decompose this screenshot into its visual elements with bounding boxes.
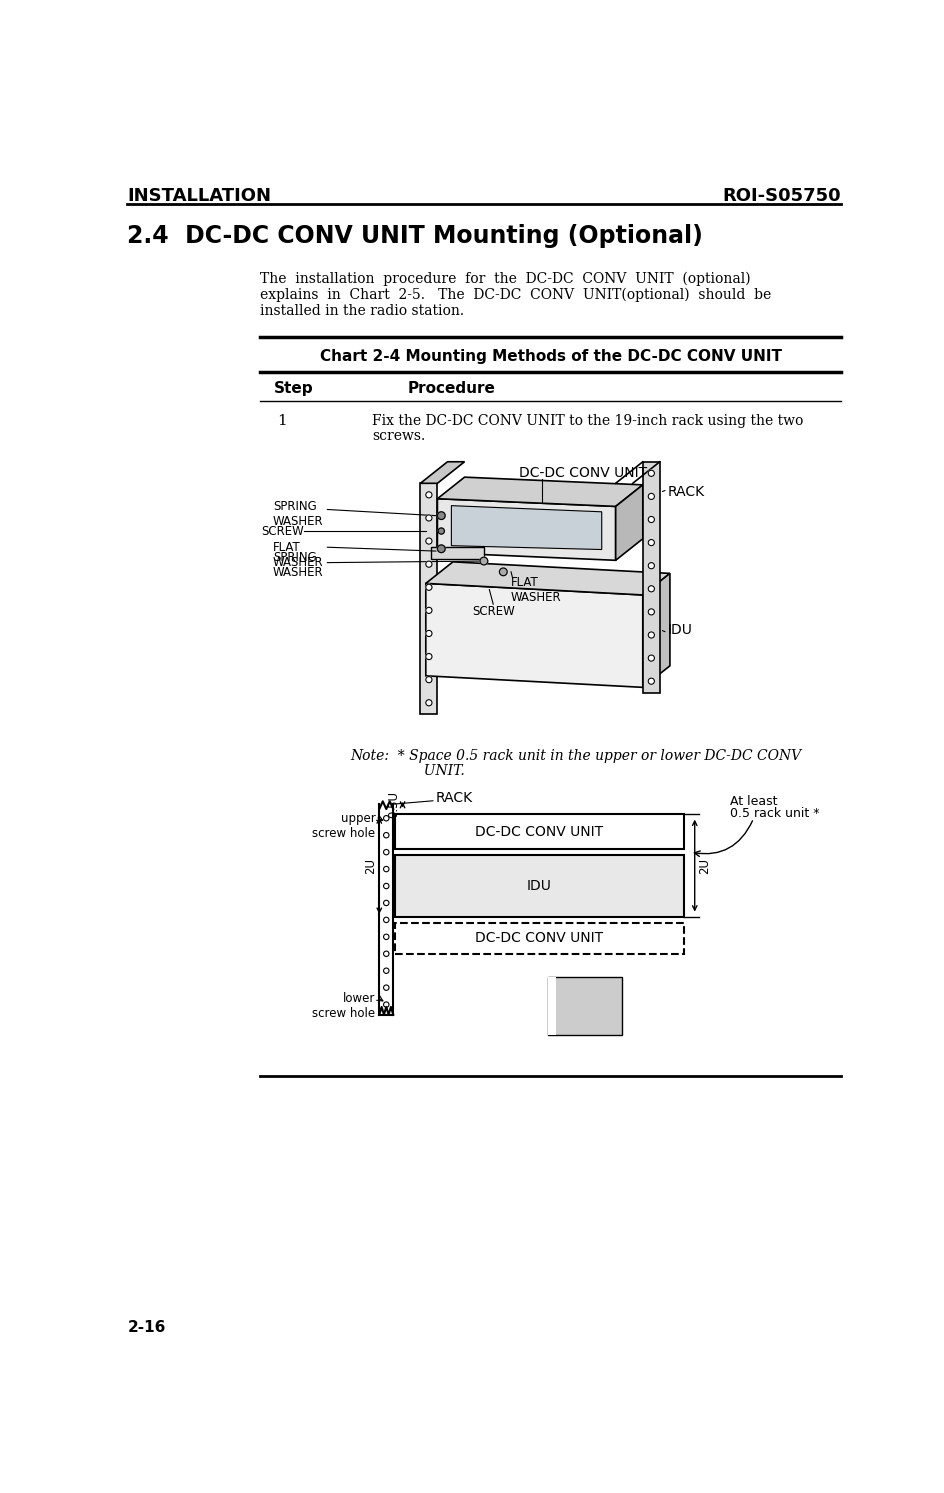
Text: The  installation  procedure  for  the  DC-DC  CONV  UNIT  (optional): The installation procedure for the DC-DC… — [260, 272, 750, 287]
Circle shape — [426, 584, 431, 590]
Text: RACK: RACK — [435, 791, 473, 805]
Polygon shape — [642, 461, 659, 693]
Polygon shape — [420, 461, 464, 484]
Circle shape — [437, 545, 445, 552]
Circle shape — [648, 678, 654, 684]
Bar — [395, 855, 683, 917]
Circle shape — [498, 567, 507, 576]
Circle shape — [426, 491, 431, 499]
Bar — [395, 814, 683, 850]
Polygon shape — [437, 478, 642, 506]
Text: UNIT.: UNIT. — [379, 763, 464, 778]
Text: Fix the DC-DC CONV UNIT to the 19-inch rack using the two: Fix the DC-DC CONV UNIT to the 19-inch r… — [372, 414, 802, 428]
Circle shape — [648, 517, 654, 523]
Text: Procedure: Procedure — [407, 381, 495, 396]
Text: DC-DC CONV UNIT: DC-DC CONV UNIT — [475, 932, 603, 945]
Text: DC-DC CONV UNIT: DC-DC CONV UNIT — [475, 824, 603, 839]
Text: Note:  * Space 0.5 rack unit in the upper or lower DC-DC CONV: Note: * Space 0.5 rack unit in the upper… — [350, 749, 801, 763]
Text: RACK: RACK — [666, 485, 704, 499]
Text: lower
screw hole: lower screw hole — [312, 991, 375, 1020]
Polygon shape — [426, 584, 642, 687]
Circle shape — [437, 512, 445, 520]
Polygon shape — [437, 499, 615, 560]
Text: 0.5U: 0.5U — [387, 791, 400, 818]
Text: 2-16: 2-16 — [127, 1320, 165, 1335]
Circle shape — [648, 609, 654, 615]
Text: SCREW: SCREW — [471, 605, 514, 618]
Circle shape — [648, 655, 654, 661]
Bar — [395, 923, 683, 954]
Circle shape — [426, 608, 431, 614]
Text: 2U: 2U — [363, 857, 377, 873]
Text: SCREW: SCREW — [261, 524, 304, 537]
Circle shape — [648, 493, 654, 500]
Text: FLAT
WASHER: FLAT WASHER — [511, 576, 561, 603]
Circle shape — [426, 537, 431, 543]
Circle shape — [426, 654, 431, 660]
Polygon shape — [426, 561, 669, 594]
Polygon shape — [430, 548, 483, 558]
Text: FLAT
WASHER: FLAT WASHER — [273, 540, 323, 569]
Text: screws.: screws. — [372, 430, 425, 443]
Polygon shape — [420, 484, 437, 714]
Text: INSTALLATION: INSTALLATION — [127, 187, 271, 205]
Text: 1: 1 — [277, 414, 286, 428]
Circle shape — [426, 561, 431, 567]
Polygon shape — [615, 485, 642, 560]
Circle shape — [426, 515, 431, 521]
Text: SPRING
WASHER: SPRING WASHER — [273, 551, 323, 579]
Text: IDU: IDU — [527, 879, 551, 893]
Circle shape — [648, 539, 654, 545]
Text: 0.5 rack unit *: 0.5 rack unit * — [730, 808, 819, 821]
Text: ROI-S05750: ROI-S05750 — [722, 187, 840, 205]
Text: At least: At least — [730, 796, 777, 808]
Text: IDU: IDU — [666, 623, 692, 636]
Circle shape — [438, 529, 444, 534]
Polygon shape — [451, 506, 601, 549]
Polygon shape — [642, 573, 669, 687]
Text: SPRING
WASHER: SPRING WASHER — [273, 500, 323, 529]
Circle shape — [648, 563, 654, 569]
Text: 2.4  DC-DC CONV UNIT Mounting (Optional): 2.4 DC-DC CONV UNIT Mounting (Optional) — [127, 224, 702, 248]
Circle shape — [648, 470, 654, 476]
Bar — [548, 976, 555, 1035]
Circle shape — [648, 632, 654, 638]
Text: DC-DC CONV UNIT: DC-DC CONV UNIT — [518, 466, 647, 479]
Circle shape — [426, 676, 431, 682]
Text: Chart 2-4 Mounting Methods of the DC-DC CONV UNIT: Chart 2-4 Mounting Methods of the DC-DC … — [319, 348, 781, 364]
Text: installed in the radio station.: installed in the radio station. — [260, 305, 464, 318]
Text: upper
screw hole: upper screw hole — [312, 812, 375, 841]
Text: explains  in  Chart  2-5.   The  DC-DC  CONV  UNIT(optional)  should  be: explains in Chart 2-5. The DC-DC CONV UN… — [260, 288, 770, 302]
Circle shape — [480, 557, 487, 564]
Text: 2U: 2U — [697, 857, 710, 873]
Circle shape — [426, 700, 431, 706]
Text: Step: Step — [274, 381, 313, 396]
Circle shape — [426, 630, 431, 636]
Bar — [548, 976, 621, 1035]
Circle shape — [648, 585, 654, 591]
